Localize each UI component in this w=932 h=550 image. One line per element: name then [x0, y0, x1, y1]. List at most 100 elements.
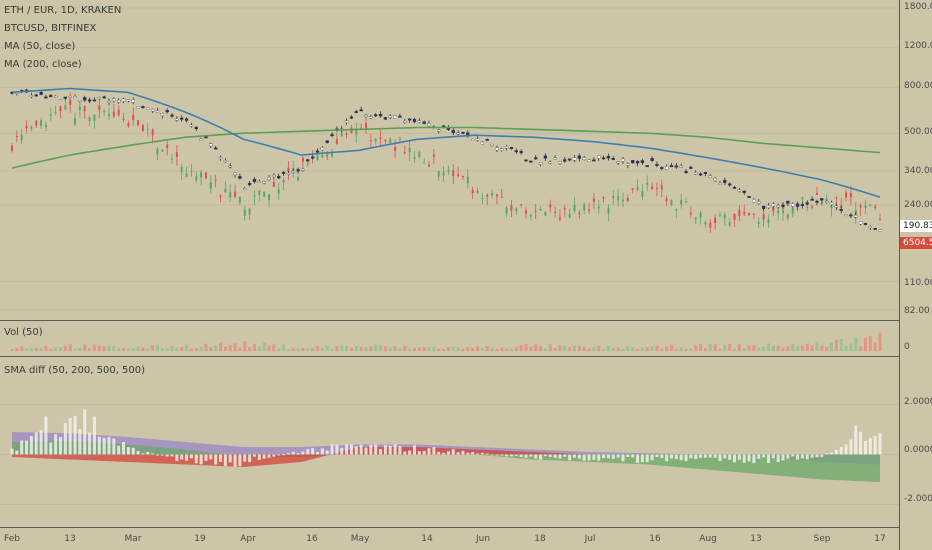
volume-bar — [189, 348, 193, 351]
volume-bar — [597, 346, 601, 351]
sma-diff-bar — [757, 454, 761, 459]
btc-candle — [394, 147, 397, 152]
btc-candle — [709, 222, 712, 228]
x-tick: 13 — [64, 534, 76, 544]
price-chart[interactable] — [0, 0, 899, 320]
eth-candle — [471, 138, 475, 141]
eth-candle — [146, 107, 150, 110]
volume-bar — [582, 346, 586, 351]
eth-candle — [664, 166, 669, 170]
btc-candle — [112, 111, 115, 117]
volume-bar — [388, 347, 392, 351]
btc-candle — [156, 148, 159, 155]
volume-bar — [446, 347, 450, 351]
eth-candle — [286, 172, 291, 175]
eth-candle — [587, 159, 591, 162]
volume-bar — [136, 346, 140, 351]
btc-candle — [588, 209, 591, 212]
sma-diff-bar — [699, 454, 703, 458]
btc-candle — [316, 155, 319, 161]
btc-candle — [331, 152, 334, 157]
sma-diff-bar — [277, 454, 281, 456]
volume-bar — [476, 346, 480, 351]
volume-bar — [873, 342, 877, 351]
btc-candle — [689, 213, 692, 215]
volume-bar — [728, 343, 732, 351]
volume-bar — [830, 342, 834, 351]
btc-candle — [840, 204, 843, 208]
btc-candle — [680, 200, 683, 205]
eth-candle — [805, 202, 809, 205]
sma-diff-bar — [20, 440, 24, 455]
eth-candle — [277, 175, 281, 179]
btc-candle — [389, 139, 392, 143]
sma-diff-bar — [456, 452, 460, 455]
sma-diff-bar — [679, 454, 683, 461]
eth-candle — [873, 228, 877, 230]
volume-bar — [471, 347, 475, 351]
eth-candle — [761, 205, 766, 209]
sma-diff-bar — [485, 453, 489, 455]
volume-bar — [243, 341, 247, 351]
eth-candle — [475, 138, 480, 141]
volume-bar — [286, 349, 290, 351]
btc-candle — [670, 199, 673, 205]
volume-bar — [151, 345, 155, 351]
eth-candle — [83, 97, 87, 101]
sma-diff-bar — [597, 454, 601, 461]
sma-diff-bar — [558, 454, 562, 459]
btc-candle — [83, 105, 86, 112]
volume-bar — [573, 345, 577, 351]
btc-candle — [796, 208, 799, 210]
eth-candle — [519, 151, 523, 154]
volume-bar — [480, 347, 484, 351]
btc-candle — [25, 125, 28, 129]
sma-diff-bar — [359, 444, 363, 455]
sma-diff-bar — [805, 454, 809, 460]
volume-bar — [49, 348, 53, 351]
sma-diff-bar — [810, 454, 814, 458]
sma-diff-bar — [592, 454, 596, 460]
btc-candle — [452, 170, 455, 177]
sma-diff-bar — [694, 454, 698, 460]
price-tick: 1200.00 — [904, 41, 932, 51]
volume-bar — [354, 345, 358, 351]
eth-candle — [771, 203, 775, 207]
btc-candle — [432, 154, 435, 157]
btc-candle — [738, 209, 741, 217]
volume-bar — [102, 346, 106, 351]
sma-diff-bar — [160, 454, 164, 456]
sma-diff-bar — [747, 454, 751, 462]
eth-candle — [825, 201, 829, 203]
sma-diff-bar — [282, 454, 286, 456]
sma-diff-bar — [432, 447, 436, 455]
volume-bar — [412, 347, 416, 351]
volume-bar — [703, 348, 707, 351]
sma-diff-bar — [669, 454, 673, 459]
volume-bar — [335, 346, 339, 351]
volume-bar — [752, 345, 756, 351]
btc-candle — [782, 210, 785, 213]
eth-candle — [267, 177, 271, 181]
btc-candle — [277, 189, 280, 194]
sma-diff-bar — [315, 452, 319, 455]
sma-diff-bar — [97, 436, 101, 455]
sma-diff-bar — [461, 450, 465, 455]
eth-candle — [291, 170, 295, 173]
sma-diff-bar — [655, 454, 659, 458]
eth-candle — [640, 160, 645, 164]
sma-diff-bar — [786, 454, 790, 459]
volume-chart[interactable] — [0, 321, 899, 356]
sma-diff-bar — [10, 448, 14, 455]
sma-diff-bar — [252, 454, 256, 457]
sma-diff-bar — [58, 436, 62, 455]
sma-diff-bar — [117, 445, 121, 455]
btc-candle — [297, 177, 300, 181]
sma-diff-bar — [403, 451, 407, 455]
price-tick: 800.00 — [904, 81, 932, 91]
eth-candle — [737, 189, 742, 192]
volume-bar — [320, 347, 324, 351]
sma-diff-chart[interactable] — [0, 357, 899, 527]
sma-diff-bar — [834, 449, 838, 455]
sma-diff-bar — [29, 436, 33, 455]
